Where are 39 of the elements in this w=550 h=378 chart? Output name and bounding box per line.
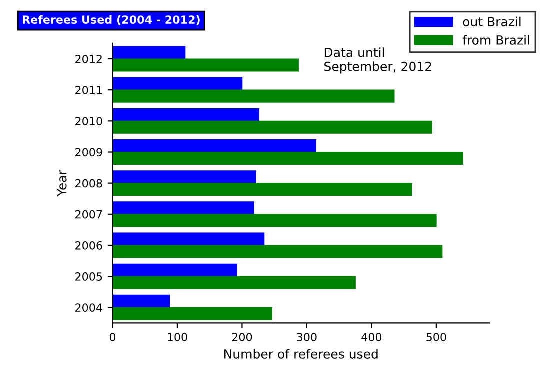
bar [112, 152, 464, 165]
y-axis-title: Year [57, 170, 67, 197]
y-tick-label: 2010 [76, 117, 102, 126]
x-tick-label: 200 [232, 333, 252, 342]
bar [112, 58, 299, 72]
bar [112, 294, 170, 308]
bar [112, 108, 260, 122]
y-tick-label: 2005 [76, 272, 102, 281]
bar [112, 307, 272, 320]
legend-label: from Brazil [462, 35, 530, 45]
x-tick-label: 500 [426, 333, 446, 342]
y-tick-label: 2007 [76, 210, 102, 219]
chart-title: Referees Used (2004 - 2012) [23, 15, 200, 26]
x-axis-title: Number of referees used [224, 349, 378, 359]
x-tick-label: 100 [168, 333, 188, 342]
bar [112, 214, 437, 228]
bar [112, 140, 316, 153]
x-tick-label: 0 [110, 333, 116, 342]
y-tick-label: 2012 [76, 54, 102, 64]
x-tick-label: 400 [362, 333, 382, 342]
bar [112, 264, 238, 277]
y-tick-label: 2004 [76, 304, 102, 312]
bar [112, 232, 265, 246]
bar [112, 202, 254, 215]
annotation: Data until September, 2012 [324, 48, 432, 74]
y-tick-label: 2011 [76, 86, 102, 94]
y-tick-label: 2009 [76, 148, 102, 157]
bar [112, 170, 256, 184]
bar [112, 120, 432, 134]
legend-label: out Brazil [463, 16, 521, 27]
bar [112, 183, 412, 196]
y-tick-label: 2008 [76, 179, 102, 188]
bar [112, 245, 443, 258]
bar [112, 77, 243, 90]
bar [112, 90, 395, 103]
bar [112, 276, 356, 290]
bar [112, 46, 186, 60]
y-tick-label: 2006 [76, 241, 102, 250]
x-tick-label: 300 [297, 333, 317, 342]
